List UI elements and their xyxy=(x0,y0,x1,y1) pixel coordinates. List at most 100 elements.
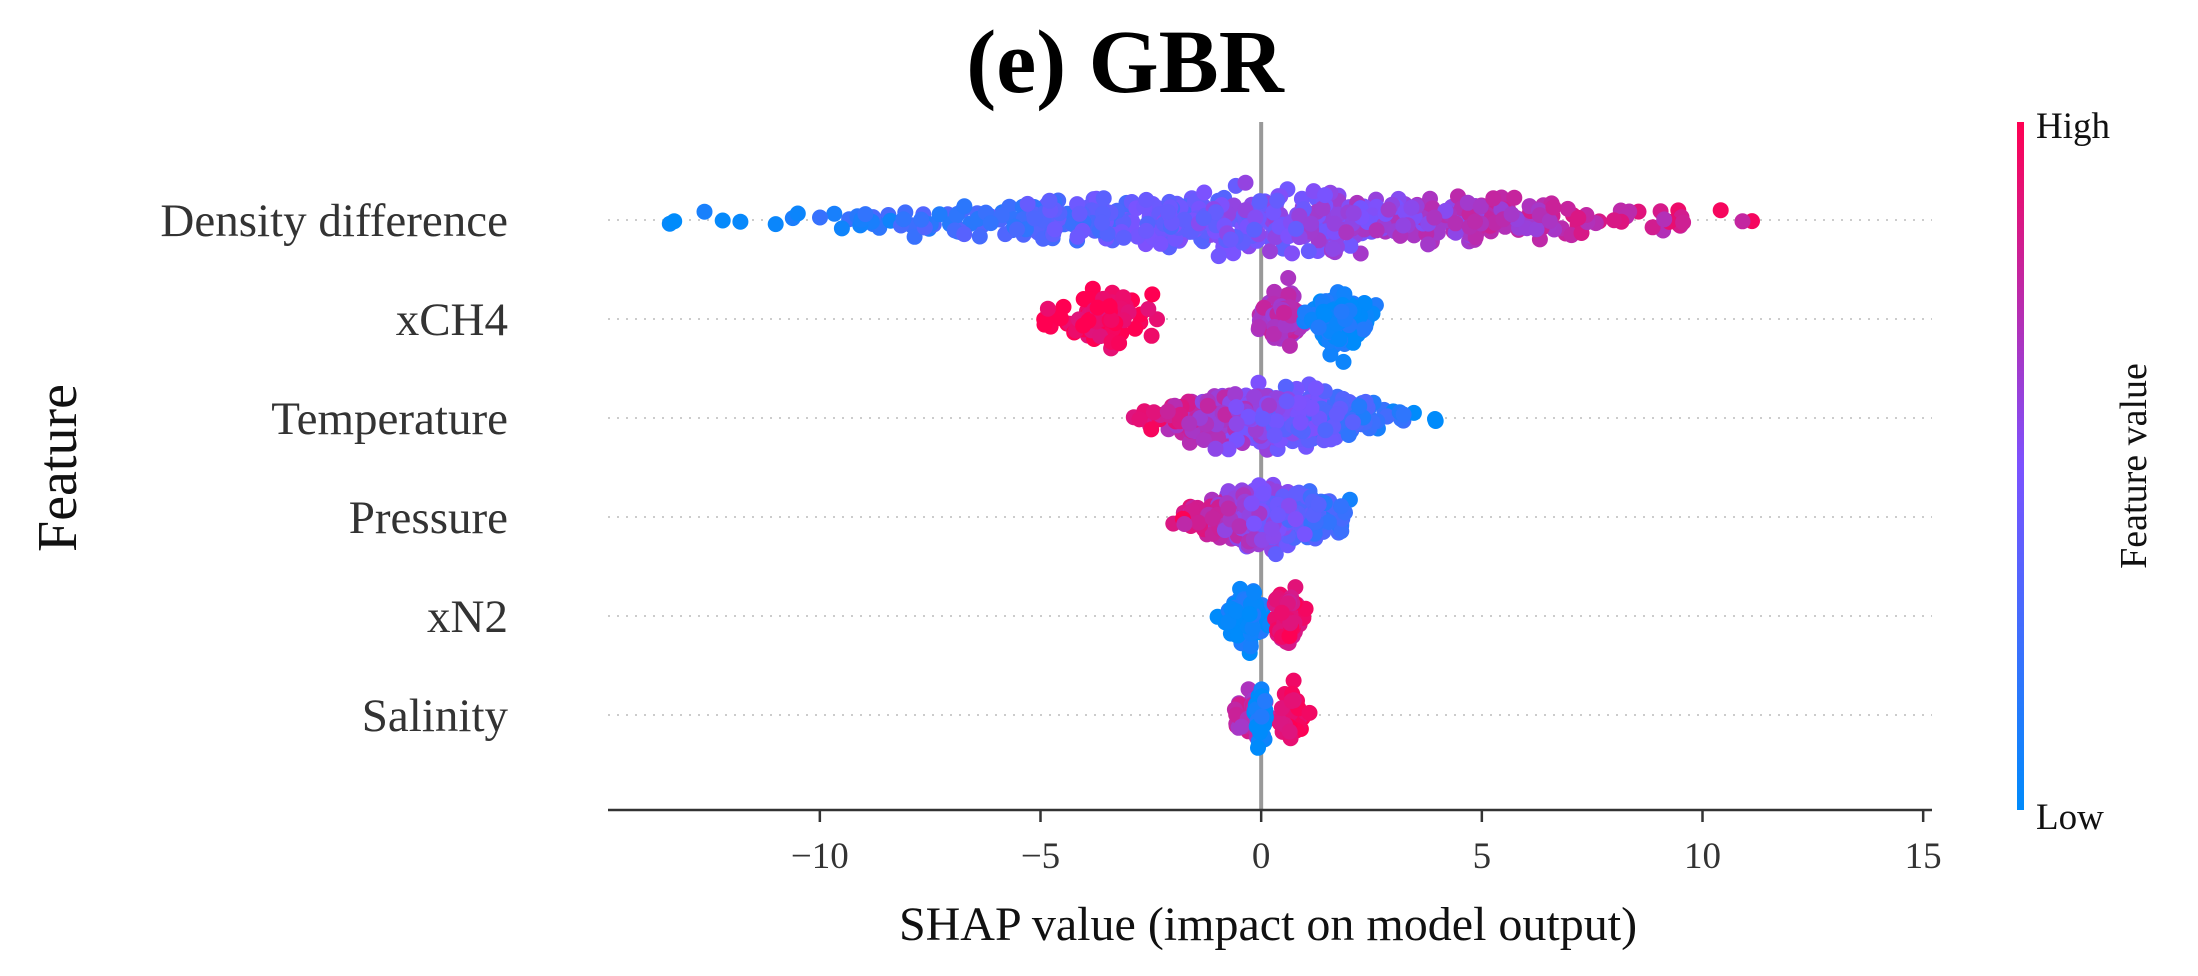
shap-point xyxy=(1317,187,1333,204)
shap-point xyxy=(1285,672,1302,689)
feature-label-density-difference: Density difference xyxy=(160,195,508,247)
shap-point xyxy=(1195,210,1212,227)
shap-point xyxy=(1325,241,1341,257)
shap-point xyxy=(956,226,973,243)
x-tick-label: −10 xyxy=(791,836,849,877)
shap-point xyxy=(1181,415,1198,432)
shap-point xyxy=(714,212,731,229)
shap-point xyxy=(1115,229,1132,246)
shap-point xyxy=(1296,526,1313,543)
shap-point xyxy=(1331,331,1348,348)
shap-point xyxy=(1246,584,1263,601)
shap-point xyxy=(1127,320,1144,337)
shap-point xyxy=(1380,201,1397,218)
x-tick-label: −5 xyxy=(1021,836,1060,877)
shap-point xyxy=(1356,295,1373,312)
shap-point xyxy=(1250,739,1266,756)
shap-point xyxy=(993,207,1010,224)
chart-title: (e) GBR xyxy=(966,13,1284,112)
shap-point xyxy=(1734,213,1751,230)
shap-point xyxy=(1284,245,1300,262)
shap-point xyxy=(696,203,713,220)
shap-point xyxy=(1267,546,1284,563)
shap-point xyxy=(931,206,948,223)
shap-point xyxy=(1368,222,1385,239)
shap-point xyxy=(1207,440,1224,457)
shap-point xyxy=(1140,301,1157,317)
shap-point xyxy=(1322,346,1339,363)
shap-point xyxy=(1143,421,1160,438)
shap-point xyxy=(1247,209,1264,226)
shap-point xyxy=(1644,219,1661,236)
shap-point xyxy=(1317,422,1334,439)
x-tick-label: 0 xyxy=(1252,836,1271,877)
shap-point xyxy=(1222,231,1239,248)
shap-point xyxy=(1314,200,1331,217)
feature-label-xn2: xN2 xyxy=(427,591,508,643)
shap-point xyxy=(1335,353,1352,370)
feature-label-pressure: Pressure xyxy=(349,492,508,544)
shap-point xyxy=(1268,413,1285,430)
shap-point xyxy=(1237,174,1254,191)
shap-point xyxy=(1228,416,1245,432)
colorbar-title: Feature value xyxy=(2113,363,2155,569)
shap-point xyxy=(1403,199,1420,216)
shap-point xyxy=(1095,190,1112,207)
shap-point xyxy=(1316,307,1333,323)
shap-point xyxy=(1231,518,1248,535)
shap-point xyxy=(1241,606,1258,622)
shap-point xyxy=(1131,411,1148,428)
shap-point xyxy=(1395,406,1412,423)
shap-point xyxy=(1196,184,1213,201)
shap-point xyxy=(1326,215,1343,232)
y-axis-label: Feature xyxy=(27,384,89,552)
colorbar-high-label: High xyxy=(2036,106,2111,147)
shap-point xyxy=(1395,217,1412,234)
shap-point xyxy=(1246,388,1263,405)
shap-point xyxy=(1656,211,1673,228)
shap-point xyxy=(1606,212,1622,229)
shap-point xyxy=(1244,620,1261,637)
shap-point xyxy=(1101,298,1118,315)
shap-point xyxy=(1039,300,1056,317)
shap-point xyxy=(1195,432,1212,448)
shap-point xyxy=(1345,205,1362,222)
shap-point xyxy=(1528,221,1545,238)
shap-point xyxy=(956,198,973,215)
shap-point xyxy=(1094,214,1110,231)
shap-point xyxy=(1242,638,1259,655)
shap-point xyxy=(1152,235,1169,252)
shap-point xyxy=(1328,406,1345,423)
shap-point xyxy=(1265,326,1282,342)
shap-point xyxy=(1280,270,1297,286)
x-tick-label: 5 xyxy=(1473,836,1492,877)
x-tick-label: 10 xyxy=(1684,836,1721,877)
shap-point xyxy=(789,205,806,222)
shap-point xyxy=(1447,215,1464,232)
feature-labels: Density difference xCH4 Temperature Pres… xyxy=(160,195,508,742)
shap-point xyxy=(1283,693,1300,709)
shap-point xyxy=(1307,380,1324,397)
shap-point xyxy=(1190,514,1207,531)
shap-point xyxy=(895,211,912,228)
shap-point xyxy=(1262,243,1278,260)
shap-point xyxy=(1320,514,1337,530)
shap-point xyxy=(1273,604,1290,621)
x-axis-label: SHAP value (impact on model output) xyxy=(899,898,1637,951)
shap-point xyxy=(1160,203,1176,220)
shap-point xyxy=(1159,403,1176,420)
shap-point xyxy=(1300,243,1317,260)
shap-point xyxy=(1055,298,1072,315)
shap-point xyxy=(1176,211,1193,228)
shap-point xyxy=(1290,394,1307,411)
shap-point xyxy=(1069,228,1086,245)
shap-point xyxy=(1089,299,1106,316)
shap-point xyxy=(1675,214,1692,231)
shap-point xyxy=(1251,193,1268,210)
shap-point xyxy=(1333,498,1349,515)
shap-point xyxy=(1310,496,1327,513)
shap-point xyxy=(1355,321,1372,338)
shap-point xyxy=(1071,205,1088,222)
shap-point xyxy=(1420,236,1437,253)
